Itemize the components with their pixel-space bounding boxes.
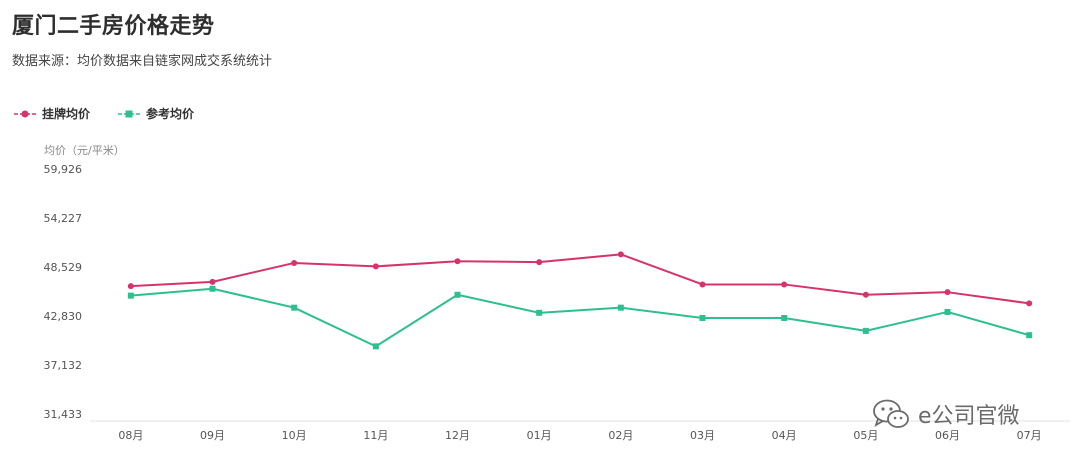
data-point-1 xyxy=(454,291,461,298)
x-tick-label: 03月 xyxy=(690,429,715,442)
series-line-1 xyxy=(130,287,1030,348)
data-point-1 xyxy=(699,314,706,321)
y-tick-label: 54,227 xyxy=(44,212,83,225)
wechat-icon xyxy=(873,399,909,428)
data-point-1 xyxy=(1026,332,1033,339)
data-point-1 xyxy=(944,308,951,315)
legend-item-listing-price[interactable]: 挂牌均价 xyxy=(14,105,90,122)
data-point-0 xyxy=(944,289,951,296)
y-tick-label: 42,830 xyxy=(44,310,83,323)
data-point-0 xyxy=(699,281,706,288)
legend-circle-marker-icon xyxy=(14,110,36,117)
data-point-1 xyxy=(291,304,298,311)
series-line-0 xyxy=(130,253,1030,305)
data-point-1 xyxy=(209,285,216,292)
legend-square-marker-icon xyxy=(118,110,141,117)
data-point-0 xyxy=(862,291,869,298)
y-tick-label: 37,132 xyxy=(44,359,83,372)
x-tick-label: 04月 xyxy=(772,429,797,442)
x-tick-label: 02月 xyxy=(608,429,633,442)
y-tick-label: 59,926 xyxy=(44,163,83,176)
data-point-0 xyxy=(372,263,379,270)
data-point-0 xyxy=(209,278,216,285)
data-point-1 xyxy=(372,343,379,350)
data-point-0 xyxy=(291,259,298,266)
x-tick-label: 09月 xyxy=(200,429,225,442)
x-tick-label: 12月 xyxy=(445,429,470,442)
y-tick-label: 48,529 xyxy=(44,261,83,274)
data-point-0 xyxy=(1026,300,1033,307)
legend-label-reference-price: 参考均价 xyxy=(146,107,195,121)
data-point-1 xyxy=(781,314,788,321)
chart-legend: 挂牌均价 参考均价 xyxy=(14,105,194,122)
x-tick-label: 05月 xyxy=(853,429,878,442)
legend-label-listing-price: 挂牌均价 xyxy=(42,107,91,121)
x-tick-label: 11月 xyxy=(363,429,388,442)
data-point-0 xyxy=(127,283,134,290)
y-tick-label: 31,433 xyxy=(44,408,83,421)
data-point-0 xyxy=(781,281,788,288)
x-tick-label: 01月 xyxy=(527,429,552,442)
watermark: e公司官微 xyxy=(872,398,1020,430)
x-tick-label: 10月 xyxy=(282,429,307,442)
data-point-1 xyxy=(617,304,624,311)
watermark-text: e公司官微 xyxy=(918,404,1020,429)
data-point-1 xyxy=(862,327,869,334)
data-point-1 xyxy=(536,309,543,316)
x-tick-label: 07月 xyxy=(1017,429,1042,442)
data-point-0 xyxy=(536,259,543,266)
data-source-note: 数据来源：均价数据来自链家网成交系统统计 xyxy=(12,54,273,69)
x-tick-label: 06月 xyxy=(935,429,960,442)
data-point-0 xyxy=(454,258,461,265)
x-tick-label: 08月 xyxy=(118,429,143,442)
legend-item-reference-price[interactable]: 参考均价 xyxy=(118,105,194,122)
page-title: 厦门二手房价格走势 xyxy=(12,14,215,39)
data-point-0 xyxy=(617,251,624,258)
data-point-1 xyxy=(127,292,134,299)
y-axis-label: 均价（元/平米） xyxy=(44,144,125,157)
